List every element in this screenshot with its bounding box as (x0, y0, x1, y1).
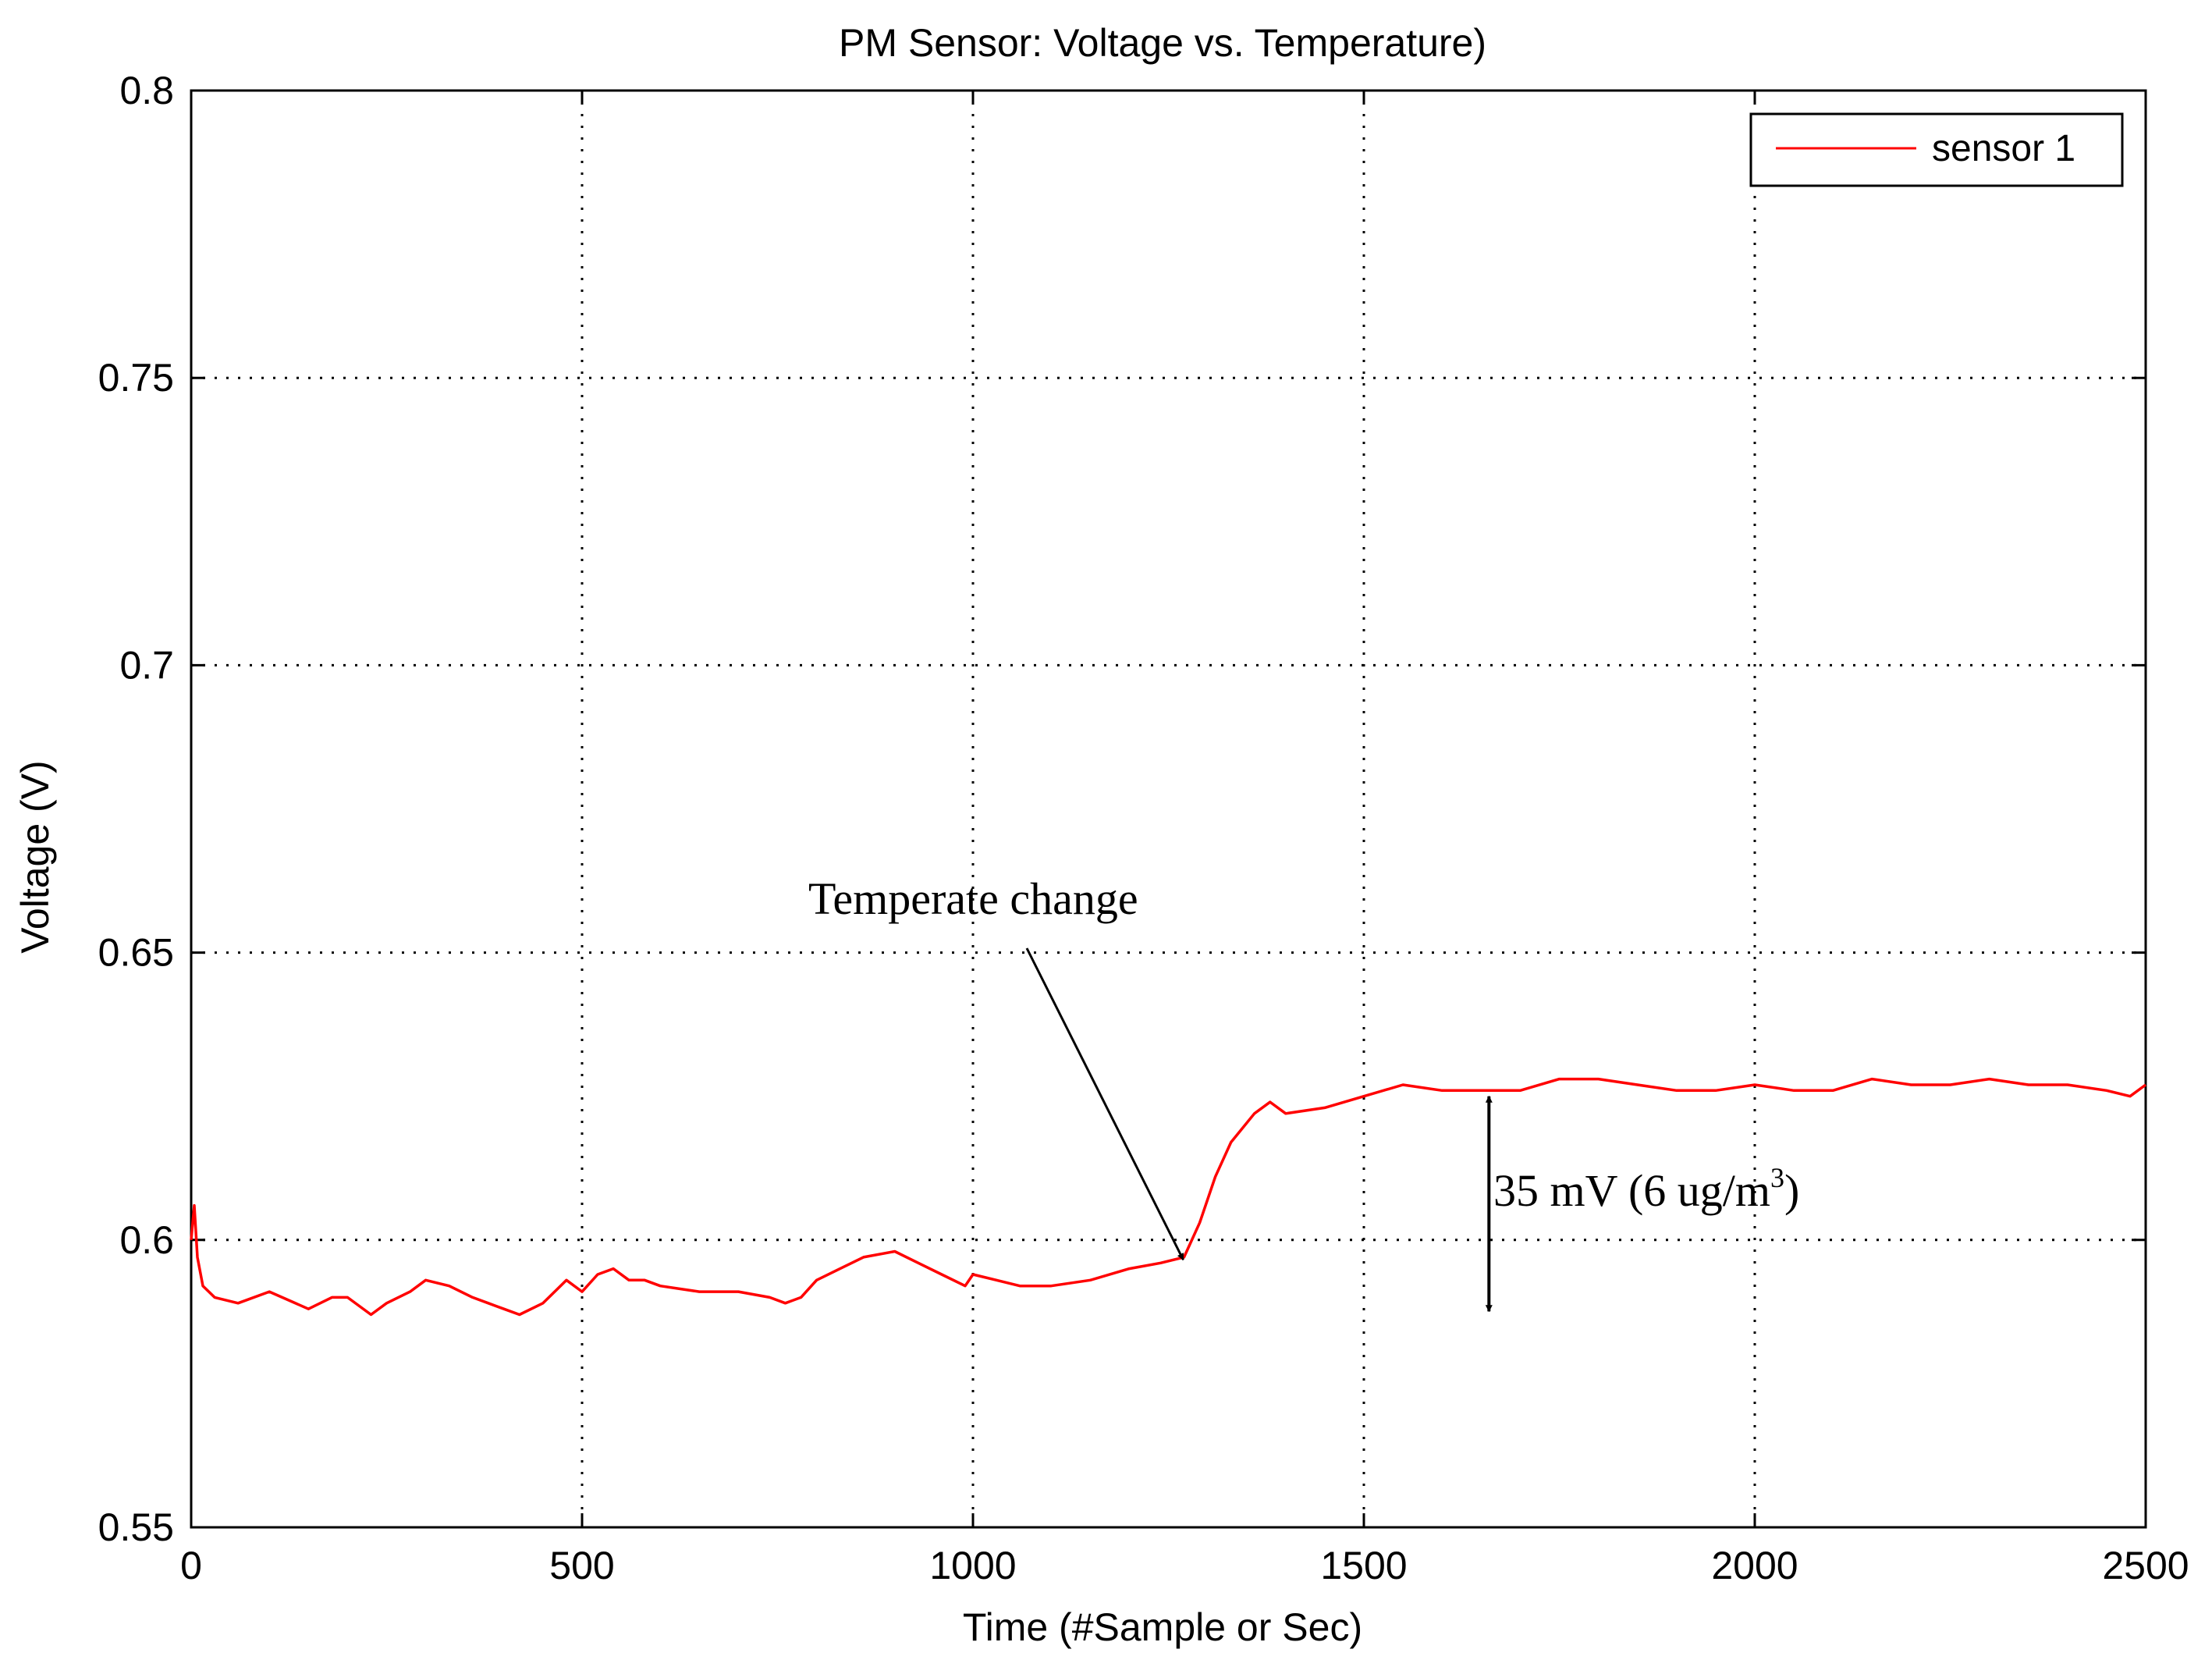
y-tick-label: 0.8 (119, 69, 174, 112)
y-tick-label: 0.75 (98, 356, 174, 400)
annotation-35mv: 35 mV (6 ug/m3) (1493, 1162, 1799, 1216)
annotation-arrow-temperate-change (1025, 947, 1184, 1261)
legend: sensor 1 (1749, 112, 2124, 187)
x-tick-label: 2000 (1711, 1544, 1798, 1587)
plot-frame (190, 89, 2147, 1529)
legend-label-sensor-1: sensor 1 (1932, 128, 2075, 169)
series-line-sensor-1 (190, 1077, 2147, 1317)
y-tick-label: 0.6 (119, 1218, 174, 1262)
x-tick-label: 0 (180, 1544, 202, 1587)
y-tick-label: 0.7 (119, 643, 174, 687)
x-tick-label: 1500 (1320, 1544, 1407, 1587)
annotation-35mv-superscript: 3 (1770, 1162, 1784, 1193)
annotation-35mv-main: 35 mV (6 ug/m (1493, 1165, 1770, 1216)
annotation-temperate-change: Temperate change (808, 873, 1138, 924)
x-tick-labels: 0 500 1000 1500 2000 2500 (180, 1544, 2189, 1587)
x-axis-label: Time (#Sample or Sec) (963, 1605, 1362, 1649)
y-tick-label: 0.55 (98, 1505, 174, 1549)
annotation-35mv-suffix: ) (1784, 1165, 1799, 1216)
y-tick-label: 0.65 (98, 931, 174, 975)
x-tick-label: 500 (549, 1544, 614, 1587)
legend-box (1749, 112, 2124, 187)
y-axis-label: Voltage (V) (13, 760, 57, 953)
ticks (190, 89, 2147, 1529)
series-layer (190, 1077, 2147, 1317)
y-tick-labels: 0.55 0.6 0.65 0.7 0.75 0.8 (98, 69, 174, 1549)
x-tick-label: 1000 (929, 1544, 1016, 1587)
grid (191, 91, 2146, 1527)
chart-title: PM Sensor: Voltage vs. Temperature) (839, 21, 1486, 65)
x-tick-label: 2500 (2102, 1544, 2189, 1587)
annotations: Temperate change 35 mV (6 ug/m3) (808, 873, 1799, 1313)
